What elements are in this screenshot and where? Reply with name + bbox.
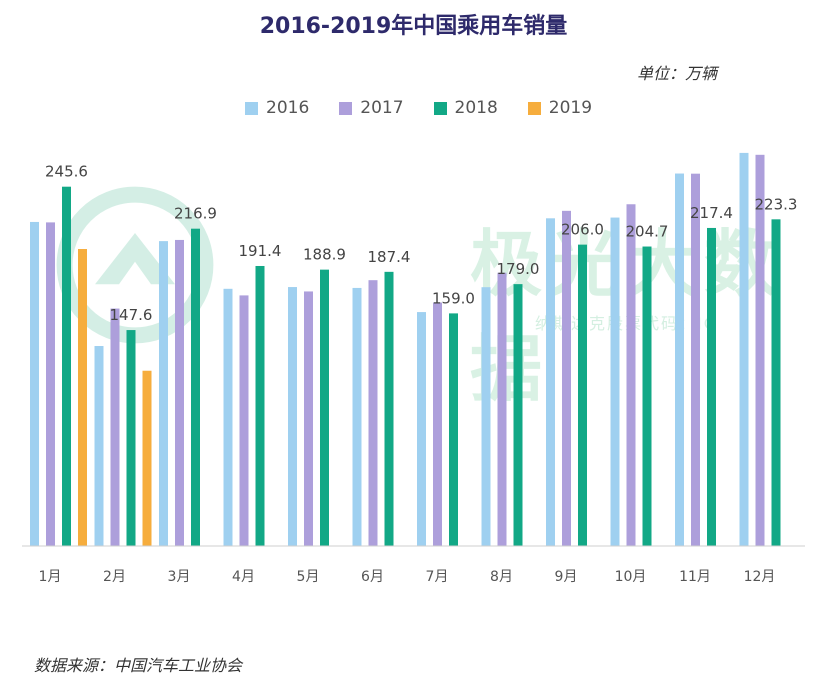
bar-2018-3[interactable] (191, 228, 200, 546)
x-tick-label: 4月 (232, 569, 255, 585)
x-tick-label: 9月 (555, 569, 578, 585)
bar-2016-11[interactable] (675, 173, 684, 546)
data-label: 179.0 (497, 260, 540, 278)
x-tick-label: 12月 (744, 569, 776, 585)
data-label: 147.6 (110, 306, 153, 324)
data-label: 188.9 (303, 246, 346, 264)
bar-2018-12[interactable] (771, 219, 781, 546)
legend-swatch-2018 (433, 101, 447, 115)
bar-2016-1[interactable] (30, 221, 39, 546)
data-label: 223.3 (755, 195, 798, 213)
bar-2018-8[interactable] (513, 284, 523, 546)
bar-2016-12[interactable] (739, 152, 749, 546)
bar-2016-4[interactable] (223, 288, 233, 546)
chart-title: 2016-2019年中国乘用车销量 (259, 14, 568, 39)
legend-label-2019: 2019 (548, 98, 593, 118)
bar-2017-2[interactable] (110, 308, 120, 546)
data-label: 159.0 (432, 289, 475, 307)
x-tick-label: 2月 (103, 569, 126, 585)
data-label: 217.4 (690, 204, 733, 222)
legend-item-2016[interactable]: 2016 (245, 98, 309, 118)
bar-2017-8[interactable] (497, 272, 507, 546)
legend-item-2017[interactable]: 2017 (339, 98, 404, 118)
legend-swatch-2019 (527, 101, 541, 115)
bar-2016-10[interactable] (610, 217, 620, 546)
x-tick-label: 8月 (490, 569, 513, 585)
bar-2018-1[interactable] (62, 186, 71, 546)
x-tick-label: 11月 (679, 569, 711, 585)
x-tick-label: 1月 (39, 569, 62, 585)
bars-layer (30, 152, 781, 547)
x-tick-label: 10月 (615, 569, 647, 585)
legend: 2016 2017 2018 2019 (245, 98, 592, 118)
bar-2018-11[interactable] (707, 227, 716, 547)
bar-2018-4[interactable] (255, 265, 265, 546)
bar-2018-9[interactable] (578, 244, 587, 546)
bar-2019-1[interactable] (78, 249, 87, 546)
bar-2018-5[interactable] (320, 269, 329, 546)
x-tick-labels: 1月 2月 3月 4月 5月 6月 7月 8月 9月 10月 11月 12月 (39, 569, 776, 585)
bar-2017-3[interactable] (175, 239, 184, 546)
bar-2018-6[interactable] (384, 271, 394, 546)
bar-2018-10[interactable] (642, 246, 652, 546)
x-tick-label: 6月 (361, 569, 384, 585)
unit-label: 单位：万辆 (636, 64, 717, 83)
data-source: 数据来源：中国汽车工业协会 (34, 656, 243, 675)
data-label: 245.6 (45, 163, 88, 181)
x-tick-label: 7月 (426, 569, 449, 585)
data-label: 191.4 (239, 242, 282, 260)
bar-2017-11[interactable] (691, 173, 700, 547)
bar-2016-5[interactable] (288, 287, 297, 546)
bar-2016-7[interactable] (417, 312, 426, 546)
bar-2016-2[interactable] (94, 346, 104, 546)
bar-2017-10[interactable] (626, 204, 636, 547)
legend-label-2017: 2017 (360, 98, 404, 118)
bar-2017-1[interactable] (46, 222, 55, 547)
bar-2016-3[interactable] (159, 241, 168, 546)
bar-2016-6[interactable] (352, 287, 362, 546)
bar-2018-7[interactable] (449, 313, 458, 546)
data-label: 216.9 (174, 205, 217, 223)
legend-label-2018: 2018 (454, 98, 498, 118)
legend-item-2019[interactable]: 2019 (527, 98, 593, 118)
x-tick-label: 5月 (297, 569, 320, 585)
bar-2017-4[interactable] (239, 295, 249, 546)
x-tick-label: 3月 (168, 569, 191, 585)
legend-item-2018[interactable]: 2018 (433, 98, 498, 118)
bar-2018-2[interactable] (126, 330, 136, 546)
data-label: 204.7 (626, 223, 669, 241)
bar-2016-9[interactable] (546, 218, 555, 546)
legend-swatch-2017 (339, 101, 353, 115)
data-label: 206.0 (561, 221, 604, 239)
legend-label-2016: 2016 (266, 98, 310, 118)
legend-swatch-2016 (245, 101, 258, 115)
bar-2017-5[interactable] (304, 291, 313, 546)
bar-2017-6[interactable] (368, 280, 378, 546)
data-labels: 245.6 147.6 216.9 191.4 188.9 187.4 159.0 179.0… (45, 163, 797, 324)
bar-2019-2[interactable] (142, 370, 152, 546)
bar-2017-9[interactable] (562, 210, 571, 546)
bar-2017-12[interactable] (755, 154, 765, 546)
bar-2016-8[interactable] (481, 287, 491, 546)
data-label: 187.4 (368, 248, 411, 266)
bar-2017-7[interactable] (433, 302, 442, 546)
